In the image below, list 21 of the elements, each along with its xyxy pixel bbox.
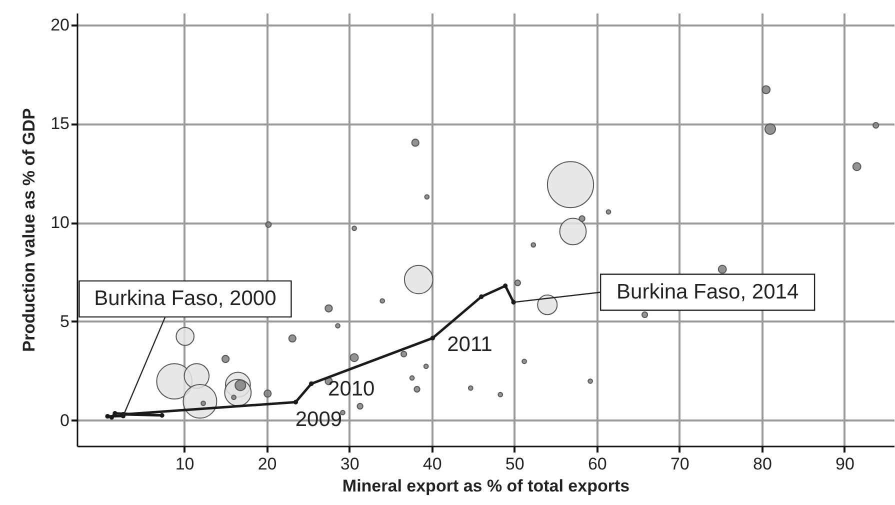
annotation: 2010: [328, 378, 375, 401]
y-axis-title: Production value as % of GDP: [20, 108, 39, 352]
annotation: Burkina Faso, 2014: [616, 280, 799, 304]
y-tick-label: 10: [50, 213, 70, 232]
x-tick-label: 40: [422, 454, 442, 474]
x-tick-label: 30: [340, 454, 360, 474]
x-tick-label: 60: [588, 454, 607, 474]
y-tick-label: 20: [50, 15, 70, 34]
y-tick-label: 0: [60, 410, 70, 430]
x-tick-label: 70: [670, 454, 690, 474]
y-tick-label: 5: [60, 312, 70, 331]
y-tick-label: 15: [50, 114, 70, 134]
x-tick-label: 80: [753, 454, 772, 474]
x-axis-title: Mineral export as % of total exports: [342, 476, 630, 496]
x-tick-label: 20: [258, 454, 277, 474]
annotation: Burkina Faso, 2000: [94, 286, 276, 310]
annotation: 2009: [295, 408, 342, 432]
annotation: 2011: [447, 333, 492, 356]
x-tick-label: 90: [836, 454, 854, 474]
x-tick-label: 50: [505, 454, 524, 474]
x-tick-label: 10: [175, 454, 194, 474]
